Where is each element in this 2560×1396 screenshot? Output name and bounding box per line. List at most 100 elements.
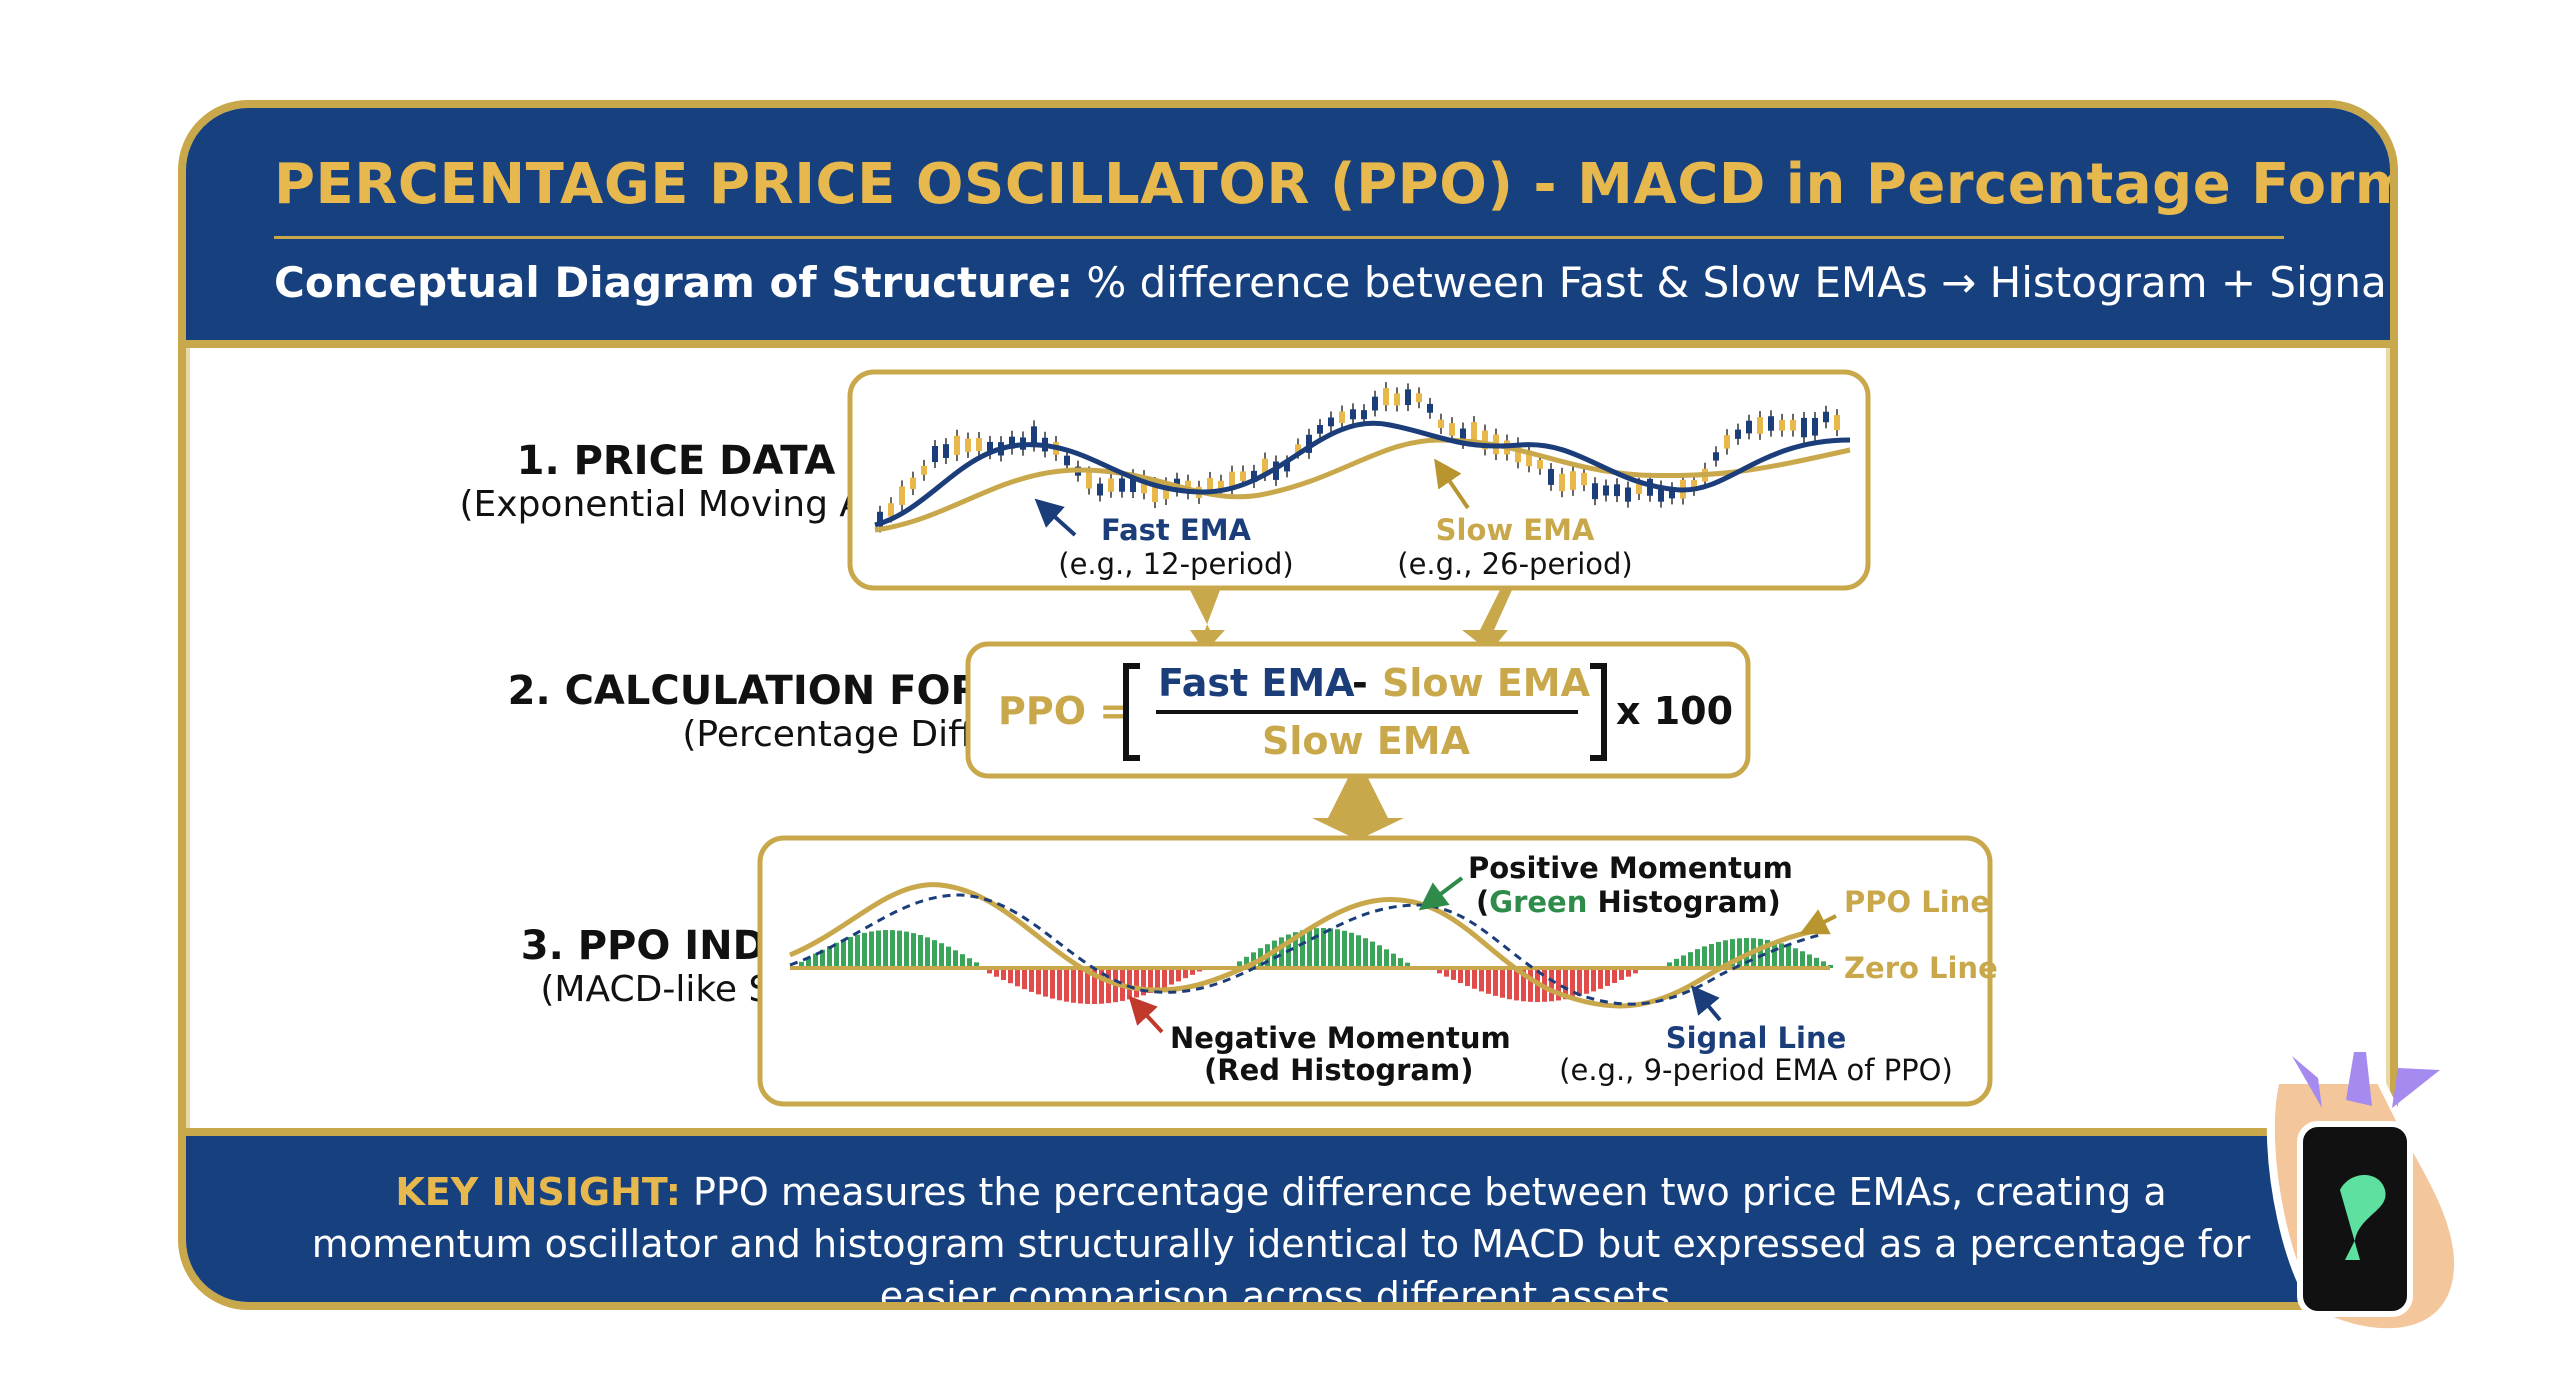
histogram-bar-positive <box>1279 937 1284 968</box>
candle <box>877 511 883 527</box>
candle <box>1108 478 1114 492</box>
candle <box>1636 483 1642 494</box>
histogram-bar-positive <box>806 957 811 968</box>
candle <box>1460 428 1466 443</box>
histogram-bar-positive <box>918 935 923 968</box>
histogram-bar-negative <box>1127 968 1132 1000</box>
phone-sticker <box>2266 1052 2463 1337</box>
ppo-line <box>789 882 1821 1009</box>
histogram-bar-negative <box>1479 968 1484 992</box>
header-band: PERCENTAGE PRICE OSCILLATOR (PPO) - MACD… <box>186 108 2390 348</box>
slow-ema-line <box>874 437 1851 533</box>
histogram-bar-negative <box>1043 968 1048 997</box>
candle <box>1306 434 1312 453</box>
histogram-bar-positive <box>904 931 909 968</box>
candle <box>1559 473 1565 492</box>
histogram-bar-positive <box>1821 961 1826 968</box>
right-bracket <box>1590 663 1607 761</box>
histogram-bar-positive <box>1702 946 1707 968</box>
histogram-bar-negative <box>994 968 999 977</box>
candle <box>1757 417 1763 434</box>
histogram-bar-negative <box>1162 968 1167 988</box>
candle <box>1427 403 1433 413</box>
histogram-bar-positive <box>1244 956 1249 968</box>
histogram-bar-positive <box>1723 940 1728 968</box>
formula-lhs: PPO = <box>998 689 1131 733</box>
candle <box>954 435 960 455</box>
histogram-bar-positive <box>1370 941 1375 968</box>
left-bracket <box>1123 663 1140 761</box>
slow-ema-arrow <box>1434 458 1470 510</box>
histogram-bar-negative <box>987 968 992 974</box>
candle <box>1262 458 1268 476</box>
histogram-bar-negative <box>1169 968 1174 985</box>
histogram-bar-positive <box>1237 961 1242 968</box>
positive-title: Positive Momentum <box>1468 851 1793 885</box>
candle <box>1295 444 1301 453</box>
histogram-bar-positive <box>1737 938 1742 968</box>
candle <box>976 438 982 452</box>
histogram-bar-negative <box>1444 968 1449 977</box>
formula-slow: Slow EMA <box>1382 661 1591 705</box>
candle <box>1438 419 1444 429</box>
candle <box>1031 426 1037 446</box>
histogram-bar-positive <box>1695 949 1700 968</box>
candle <box>1790 419 1796 431</box>
histogram-bar-negative <box>1598 968 1603 989</box>
subtitle-bold: Conceptual Diagram of Structure: <box>274 258 1074 307</box>
histogram-bar-positive <box>1786 945 1791 968</box>
candle <box>1141 476 1147 494</box>
candle <box>1812 417 1818 436</box>
zero-line-label: Zero Line <box>1844 951 1998 985</box>
histogram-bar-positive <box>1342 930 1347 968</box>
candle <box>1801 417 1807 438</box>
burst-icon <box>2346 1052 2372 1106</box>
fast-ema-line <box>874 420 1851 528</box>
histogram-bar-positive <box>841 939 846 968</box>
histogram-bar-negative <box>1612 968 1617 984</box>
candle <box>1614 484 1620 497</box>
histogram-bar-positive <box>1681 955 1686 968</box>
histogram-bar-positive <box>1405 962 1410 968</box>
candle <box>1251 470 1257 483</box>
histogram-bar-negative <box>1528 968 1533 1002</box>
formula-minus: - <box>1352 661 1368 705</box>
histogram-bar-negative <box>1008 968 1013 984</box>
histogram-bar-positive <box>939 943 944 968</box>
histogram-bar-positive <box>869 931 874 968</box>
candle <box>932 446 938 463</box>
candle <box>1339 411 1345 424</box>
candle <box>1405 389 1411 406</box>
title-divider <box>274 236 2284 239</box>
histogram-bar-positive <box>1800 951 1805 968</box>
slow-ema-note: (e.g., 26-period) <box>1397 547 1633 581</box>
histogram-bar-positive <box>876 930 881 968</box>
histogram-bar-negative <box>1029 968 1034 992</box>
burst-icon <box>2392 1068 2440 1108</box>
histogram-bar-negative <box>1451 968 1456 980</box>
histogram-bar-negative <box>1064 968 1069 1002</box>
signal-sub: (e.g., 9-period EMA of PPO) <box>1559 1053 1953 1087</box>
histogram-bar-positive <box>1349 932 1354 968</box>
fast-ema-note: (e.g., 12-period) <box>1058 547 1294 581</box>
flow-arrow-right <box>1462 590 1512 652</box>
subtitle-text: % difference between Fast & Slow EMAs → … <box>1086 258 2398 307</box>
histogram-bar-negative <box>1085 968 1090 1004</box>
subtitle: Conceptual Diagram of Structure: % diffe… <box>274 258 2398 307</box>
logo-mark-icon <box>2340 1175 2386 1260</box>
histogram-bar-positive <box>1688 952 1693 968</box>
histogram-bar-negative <box>1584 968 1589 994</box>
histogram-bar-positive <box>890 930 895 968</box>
histogram-bar-negative <box>1092 968 1097 1004</box>
negative-arrow <box>1128 995 1164 1034</box>
histogram-bar-negative <box>1577 968 1582 996</box>
histogram-bar-negative <box>1176 968 1181 982</box>
histogram-bar-negative <box>1591 968 1596 992</box>
histogram-bar-positive <box>974 962 979 968</box>
histogram-bar-negative <box>1633 968 1638 974</box>
histogram-bar-positive <box>967 958 972 968</box>
histogram-bar-positive <box>911 933 916 968</box>
histogram-bar-positive <box>925 937 930 968</box>
candle <box>1691 479 1697 490</box>
